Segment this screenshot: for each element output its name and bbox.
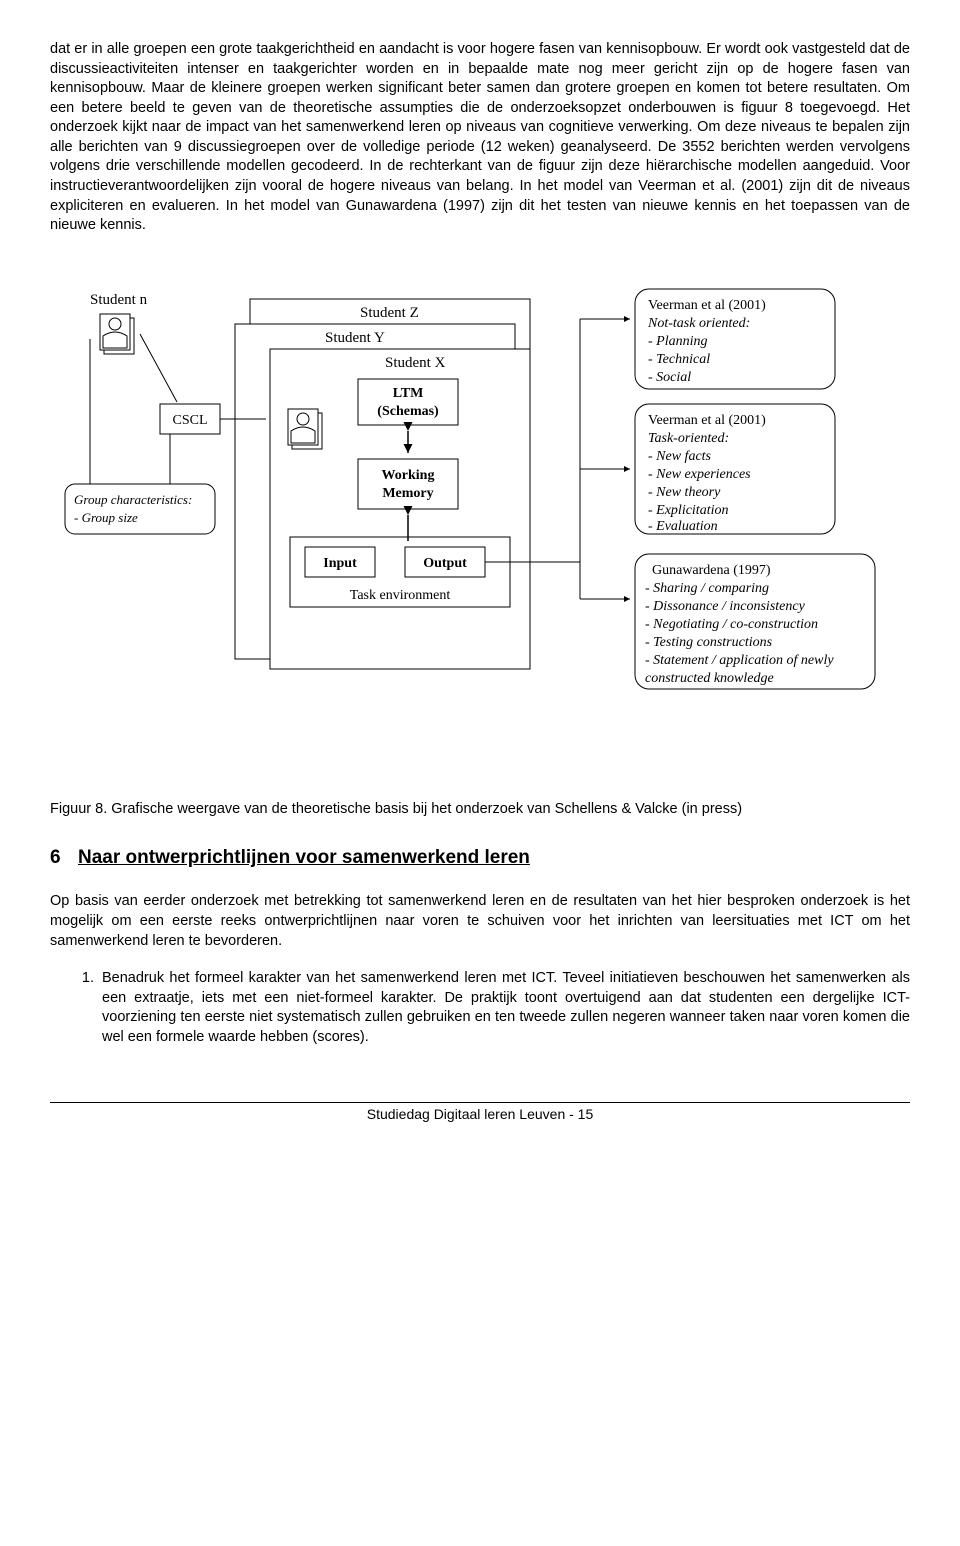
section-title: Naar ontwerprichtlijnen voor samenwerken…	[78, 847, 530, 868]
figure-8-diagram: Student n Student Z Student Y Student X …	[50, 279, 910, 759]
task-env-label: Task environment	[350, 588, 451, 603]
box2-l6: - Explicitation	[648, 503, 728, 518]
student-x-label: Student X	[385, 355, 446, 371]
box2-l3: - New facts	[648, 449, 712, 464]
box1-l2: Not-task oriented:	[647, 316, 750, 331]
ltm-label-1: LTM	[393, 386, 424, 401]
figcap-ref: Schellens & Valcke (in press)	[555, 801, 743, 817]
student-y-label: Student Y	[325, 330, 385, 346]
person-icon	[100, 314, 134, 354]
box1-l1: Veerman et al (2001)	[648, 298, 766, 313]
section-paragraph: Op basis van eerder onderzoek met betrek…	[50, 892, 910, 951]
box2-l7: - Evaluation	[648, 519, 718, 534]
group-size-label: - Group size	[74, 510, 138, 525]
figure-caption: Figuur 8. Grafische weergave van de theo…	[50, 800, 910, 820]
box3-l2: - Sharing / comparing	[645, 581, 769, 596]
box2-l2: Task-oriented:	[648, 431, 729, 446]
box3-l4: - Negotiating / co-construction	[645, 617, 818, 632]
section-heading: 6Naar ontwerprichtlijnen voor samenwerke…	[50, 845, 910, 871]
wm-label-2: Memory	[382, 486, 433, 501]
box2-l5: - New theory	[648, 485, 721, 500]
group-char-label: Group characteristics:	[74, 492, 192, 507]
box2-l1: Veerman et al (2001)	[648, 413, 766, 428]
cscl-label: CSCL	[172, 413, 207, 428]
wm-label-1: Working	[382, 468, 435, 483]
student-z-label: Student Z	[360, 305, 419, 321]
figcap-main: Figuur 8. Grafische weergave van de theo…	[50, 801, 555, 817]
guidelines-list: Benadruk het formeel karakter van het sa…	[50, 969, 910, 1047]
student-n-label: Student n	[90, 292, 148, 308]
box2-l4: - New experiences	[648, 467, 751, 482]
box1-l3: - Planning	[648, 334, 708, 349]
section-number: 6	[50, 845, 78, 871]
box3-l6: - Statement / application of newly	[645, 653, 834, 668]
person-icon	[288, 409, 322, 449]
intro-paragraph: dat er in alle groepen een grote taakger…	[50, 40, 910, 236]
input-label: Input	[323, 556, 357, 571]
footer-text: Studiedag Digitaal leren Leuven - 15	[50, 1105, 910, 1124]
box3-l3: - Dissonance / inconsistency	[645, 599, 806, 614]
output-label: Output	[423, 556, 467, 571]
page-footer: Studiedag Digitaal leren Leuven - 15	[50, 1102, 910, 1124]
box1-l4: - Technical	[648, 352, 710, 367]
footer-rule	[50, 1102, 910, 1103]
box3-l1: Gunawardena (1997)	[652, 563, 771, 578]
box3-l7: constructed knowledge	[645, 671, 774, 686]
box1-l5: - Social	[648, 370, 691, 385]
list-item: Benadruk het formeel karakter van het sa…	[98, 969, 910, 1047]
box3-l5: - Testing constructions	[645, 635, 773, 650]
ltm-label-2: (Schemas)	[377, 404, 439, 419]
